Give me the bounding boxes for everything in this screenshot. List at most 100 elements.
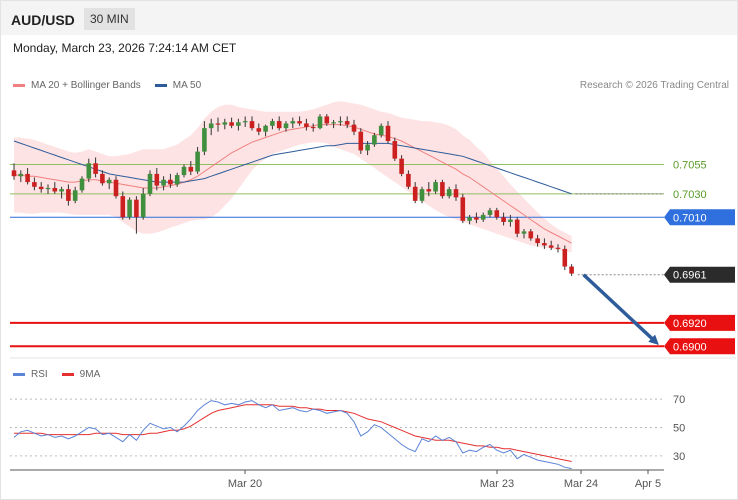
candle-body [208,123,214,129]
candle [372,132,377,147]
candle-body [195,151,200,172]
candle-body [474,217,479,220]
candle-body [229,122,234,126]
candle [399,155,404,177]
candle-body [181,166,187,176]
candle [453,184,459,201]
candle-body [140,193,146,218]
candle [412,182,418,204]
bollinger-band [14,101,572,253]
candle [494,207,500,220]
candle-body [270,121,275,126]
candle-body [406,173,411,187]
candle [120,191,126,220]
candle [406,170,411,190]
candle [134,196,139,234]
candle [181,164,187,178]
candle-body [283,123,289,129]
candle-body [501,217,506,222]
candle-body [93,163,98,174]
candle [460,193,466,224]
candle-body [113,179,119,197]
candle-body [147,173,153,194]
candle [344,116,350,129]
candle-body [385,125,391,142]
candle-body [32,182,37,187]
candle [72,186,78,204]
candle [276,116,282,131]
candle-body [222,122,228,125]
candle [52,182,58,194]
candle-body [263,125,268,132]
symbol-title: AUD/USD [11,12,75,28]
legend-ma20-label: MA 20 + Bollinger Bands [31,80,141,91]
candle [324,114,330,126]
candle-body [290,121,296,124]
candle-body [106,179,112,184]
candle [222,118,228,130]
candle [140,187,146,220]
level-lines: 0.7055 0.7030 0.7010 0.6961 0.6920 0.6900 [10,160,735,355]
candle [215,117,221,132]
candle-body [569,266,574,274]
x-tick-label: Mar 20 [228,478,262,490]
bollinger-band-fill [14,101,572,253]
candle [378,123,384,138]
candle [317,114,323,130]
candle-body [487,210,493,215]
candle-body [338,121,343,123]
candle [127,197,132,220]
candle-body [542,243,547,246]
candle-body [304,123,309,127]
legend-ma50-label: MA 50 [172,80,202,91]
candle-body [249,121,255,129]
candle-body [331,122,336,124]
candle [365,141,370,156]
candle [440,179,445,199]
forecast-arrow-line [582,273,659,346]
candle-body [555,247,561,249]
candle-body [11,170,17,177]
candle [433,179,438,194]
candle [93,157,98,178]
candle-body [256,128,262,132]
candle [18,170,24,183]
candle [548,240,554,251]
candle [514,217,520,238]
candle-body [440,182,445,197]
candle [467,214,472,225]
ma50-swatch [154,84,167,87]
rsi-tick-label: 50 [673,423,685,435]
candle [487,207,493,218]
candle-body [494,210,500,218]
timeframe-button[interactable]: 30 MIN [84,8,135,30]
candle-body [480,214,486,220]
candle [426,182,432,197]
candle-body [433,182,438,192]
candle-body [392,141,398,159]
chart-datetime: Monday, March 23, 2026 7:24:14 AM CET [13,41,237,55]
candle [242,116,248,127]
rsi-ma9-line [14,404,572,462]
candle-body [399,158,404,174]
x-axis: Mar 20 Mar 23 Mar 24 Apr 5 [10,469,664,490]
candle [480,212,486,222]
ma20-swatch [13,84,25,87]
candle-body [52,187,58,192]
candle [38,182,44,193]
candle-body [66,189,71,201]
level-label: 0.6961 [673,270,707,282]
forecast-arrow [582,273,659,346]
candle [11,163,17,180]
candle-body [358,131,364,151]
candle [113,176,119,199]
candle-body [168,179,173,185]
candle [270,118,275,130]
candle [45,184,51,194]
x-tick-label: Apr 5 [635,478,661,490]
candle [304,118,309,131]
candle-body [521,231,527,234]
candle-body [535,238,540,244]
candle [331,119,336,129]
rsi-panel: 70 50 30 [10,394,685,470]
